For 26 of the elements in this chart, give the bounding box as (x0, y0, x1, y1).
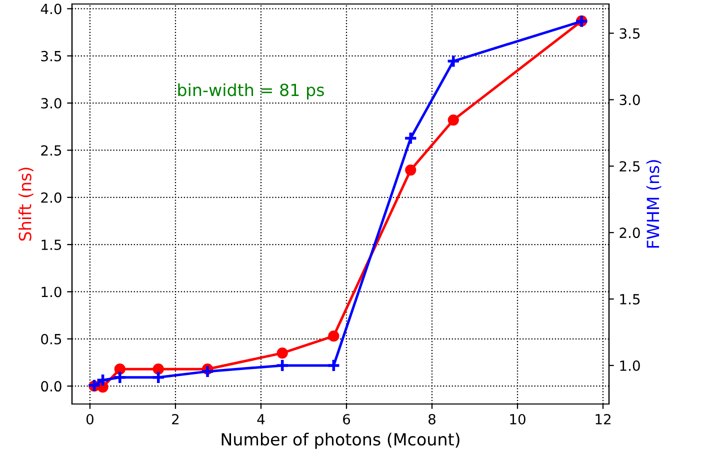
x-tick-label: 0 (86, 414, 94, 424)
y-tick-label: 0.5 (41, 334, 62, 344)
y-tick-label: 3.5 (41, 50, 62, 62)
y2-tick-label: 1.5 (620, 294, 640, 304)
x-tick-label: 2 (172, 414, 178, 424)
y2-tick-label: 1.0 (620, 360, 640, 371)
x-tick-label: 6 (343, 414, 350, 424)
y2-axis-title: FWHM (ns) (646, 160, 662, 248)
y2-tick-label: 3.0 (620, 94, 640, 106)
y-tick-label: 0.0 (41, 381, 62, 392)
y2-tick-label: 2.5 (620, 161, 640, 172)
y-tick-label: 3.0 (41, 98, 62, 109)
annotation: bin-width = 81 ps (178, 83, 324, 100)
x-tick-label: 8 (428, 414, 436, 424)
y-axis-title: Shift (ns) (18, 168, 34, 241)
y-tick-label: 1.0 (42, 286, 62, 298)
y-tick-label: 2.0 (41, 192, 62, 203)
x-tick-label: 4 (257, 414, 265, 424)
x-tick-label: 10 (510, 414, 526, 424)
y2-tick-label: 3.5 (620, 28, 640, 39)
y-tick-label: 1.5 (42, 240, 62, 250)
y2-tick-label: 2.0 (620, 228, 640, 238)
x-axis-title: Number of photons (Mcount) (222, 432, 460, 449)
y-tick-label: 2.5 (41, 145, 62, 156)
x-tick-label: 12 (596, 414, 610, 424)
y-tick-label: 4.0 (40, 4, 62, 14)
